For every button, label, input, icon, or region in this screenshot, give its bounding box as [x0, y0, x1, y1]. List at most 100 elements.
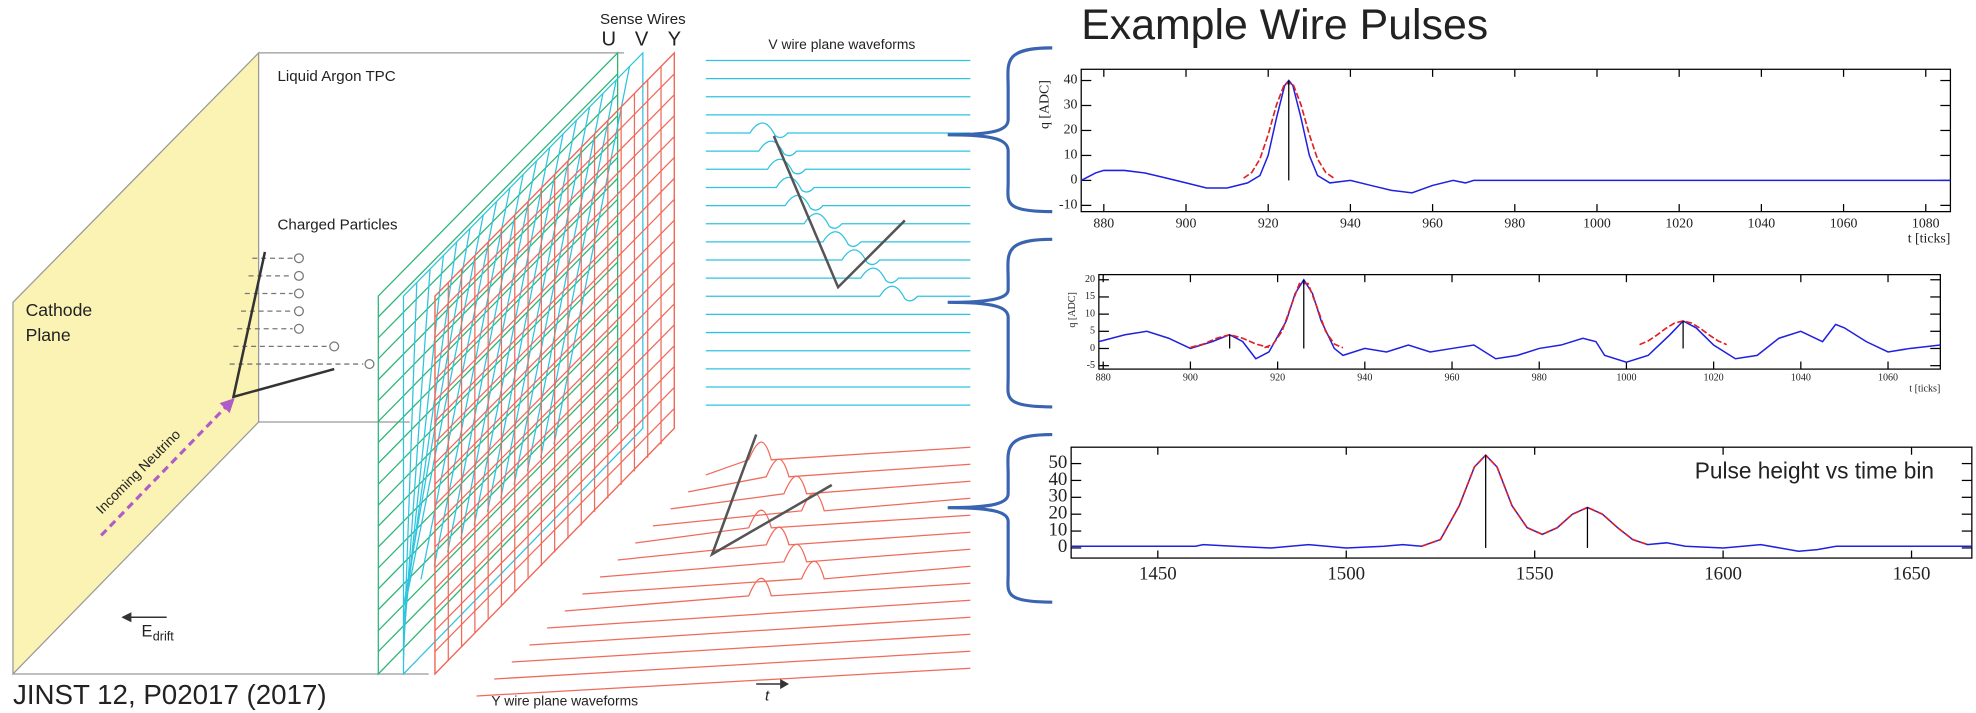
x-tick-label: 1500: [1327, 563, 1365, 584]
cathode-label: Cathode: [26, 300, 93, 320]
electron: [364, 359, 375, 370]
y-waveform: [635, 509, 971, 544]
wire: [377, 366, 619, 611]
y-waveform: [529, 616, 971, 646]
x-tick-label: 1040: [1748, 215, 1776, 230]
wire: [377, 407, 619, 652]
x-tick-label: 1020: [1704, 372, 1724, 383]
wire: [434, 115, 675, 360]
x-tick-label: 980: [1504, 215, 1525, 230]
x-tick-label: 920: [1258, 215, 1279, 230]
wire: [434, 387, 675, 632]
y-waveform: [494, 650, 971, 680]
v-waveform: [705, 285, 971, 302]
x-tick-label: 920: [1270, 372, 1285, 383]
y-tick-label: 10: [1064, 147, 1078, 162]
wire: [434, 73, 675, 318]
wire: [377, 261, 619, 506]
y-tick-label: 40: [1048, 469, 1067, 490]
y-axis-title: q [ADC]: [1036, 80, 1051, 129]
y-tick-label: 50: [1048, 452, 1067, 473]
wire: [500, 120, 577, 499]
wire: [420, 201, 498, 580]
wire-plane-outline: [402, 51, 644, 676]
wire: [460, 160, 538, 540]
y-waveforms-label: Y wire plane waveforms: [491, 692, 638, 708]
wire: [553, 66, 631, 445]
wire: [434, 303, 675, 548]
v-waveform: [705, 176, 971, 193]
wire: [434, 407, 675, 652]
wire: [377, 219, 619, 464]
plane-letter: U: [602, 29, 617, 51]
waveform: [1639, 320, 1728, 346]
y-waveform: [652, 492, 971, 527]
x-tick-label: 1020: [1665, 215, 1693, 230]
x-tick-label: 880: [1093, 215, 1114, 230]
y-tick-label: 20: [1085, 274, 1095, 285]
wire: [407, 214, 484, 594]
waveform: [1190, 333, 1270, 349]
drift-arrowhead: [121, 612, 132, 623]
wire: [434, 282, 675, 527]
wire: [377, 198, 619, 443]
wire: [377, 94, 619, 339]
y-tick-label: 20: [1048, 503, 1067, 524]
cathode-plane: [12, 51, 260, 676]
cathode-label: Plane: [26, 325, 71, 345]
plot-frame: [1080, 68, 1952, 213]
y-waveform: [476, 667, 971, 697]
wire: [513, 106, 591, 485]
y-waveform: [564, 577, 971, 612]
wire: [434, 240, 675, 485]
wire: [434, 136, 675, 381]
y-waveform: [705, 441, 971, 476]
y-waveform: [599, 543, 971, 578]
x-tick-label: 1550: [1516, 563, 1554, 584]
drift-label: E: [141, 623, 152, 641]
wire: [377, 303, 619, 548]
x-tick-label: 1080: [1912, 215, 1940, 230]
y-tick-label: 0: [1090, 343, 1095, 354]
plane-letter: V: [635, 29, 649, 51]
y-tick-label: 10: [1048, 519, 1067, 540]
v-track: [772, 135, 906, 290]
y-tick-label: 40: [1064, 72, 1078, 87]
x-tick-label: 1060: [1830, 215, 1858, 230]
x-tick-label: 900: [1183, 372, 1198, 383]
wire: [434, 198, 675, 443]
wire: [434, 157, 675, 402]
x-tick-label: 1000: [1616, 372, 1636, 383]
neutrino-path: [100, 404, 229, 537]
slide-title: Example Wire Pulses: [1081, 1, 1488, 49]
y-tick-label: 0: [1058, 536, 1067, 557]
v-waveform: [705, 249, 971, 266]
wire-plane-outline: [377, 51, 619, 676]
wire: [377, 115, 619, 360]
v-waveforms-label: V wire plane waveforms: [768, 36, 915, 52]
y-tick-label: 30: [1048, 486, 1067, 507]
wire: [433, 187, 511, 567]
time-arrowhead: [780, 678, 789, 690]
wire: [434, 345, 675, 590]
y-axis-title: q [ADC]: [1067, 292, 1078, 328]
wire: [434, 366, 675, 611]
waveform: [1421, 453, 1648, 547]
v-waveform: [705, 231, 971, 248]
y-waveform: [670, 475, 971, 510]
x-tick-label: 960: [1422, 215, 1443, 230]
y-waveform: [617, 526, 971, 561]
electron: [293, 288, 304, 299]
x-tick-label: 940: [1340, 215, 1361, 230]
v-waveform: [705, 213, 971, 229]
wire: [540, 79, 617, 458]
waveform: [1071, 454, 1972, 553]
brace: [947, 237, 1053, 409]
x-tick-label: 1060: [1878, 372, 1898, 383]
y-tick-label: 0: [1071, 172, 1078, 187]
y-waveform: [688, 458, 971, 493]
waveform: [1098, 278, 1941, 363]
y-tick-label: 5: [1090, 326, 1095, 337]
plane-letter: Y: [668, 29, 681, 51]
